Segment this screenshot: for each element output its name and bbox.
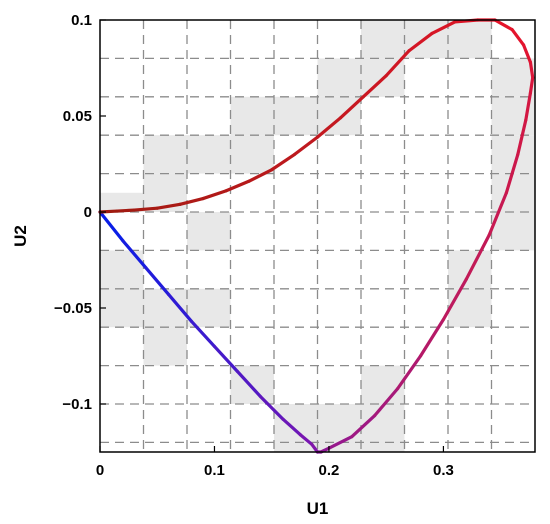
- curve-segment: [361, 74, 388, 99]
- curve-segment: [504, 152, 520, 195]
- curve-segment: [298, 433, 314, 446]
- x-tick-label: 0.2: [319, 462, 340, 479]
- shaded-cell: [317, 96, 361, 136]
- curve-segment: [441, 277, 468, 322]
- curve-segment: [189, 319, 217, 348]
- x-tick-label: 0.3: [433, 462, 454, 479]
- curve-segment: [155, 202, 182, 210]
- curve-segment: [350, 413, 377, 439]
- y-tick-label: −0.1: [62, 396, 92, 413]
- curve-segment: [212, 344, 239, 373]
- curve-segment: [247, 168, 274, 183]
- shaded-cell: [361, 404, 405, 452]
- curve-segment: [464, 233, 491, 281]
- shaded-cell: [317, 58, 361, 97]
- shaded-cell: [448, 20, 492, 59]
- curve-segment: [521, 43, 533, 64]
- shaded-cell: [274, 96, 318, 136]
- curve-segment: [516, 118, 528, 156]
- shaded-cell: [448, 288, 492, 328]
- curve-segment: [407, 31, 434, 53]
- shaded-cell: [274, 442, 318, 452]
- shaded-cell: [361, 20, 405, 59]
- x-axis-ticks: 0 0.1 0.2 0.3: [96, 446, 454, 479]
- shaded-cell: [187, 212, 231, 251]
- curve-segment: [373, 387, 400, 418]
- curve-segment: [293, 135, 320, 156]
- x-tick-label: 0.1: [204, 462, 225, 479]
- curve-segment: [98, 210, 125, 243]
- shaded-cell: [361, 365, 405, 404]
- curve-segment: [121, 239, 148, 270]
- curve-segment: [224, 179, 251, 193]
- y-tick-label: −0.05: [54, 300, 92, 317]
- x-tick-label: 0: [96, 462, 104, 479]
- curve-segment: [327, 435, 354, 450]
- y-tick-label: 0: [84, 204, 92, 221]
- curve-segment: [132, 206, 159, 212]
- y-tick-label: 0.1: [71, 12, 92, 29]
- shaded-cell: [187, 288, 231, 328]
- shaded-cell: [143, 327, 187, 366]
- curve-segment: [430, 20, 457, 36]
- x-axis-label: U1: [307, 499, 329, 518]
- curve-segment: [487, 191, 508, 237]
- curve-segment: [510, 28, 526, 47]
- curve-segment: [396, 354, 423, 391]
- curve-segment: [418, 317, 446, 358]
- curve-segment: [338, 95, 365, 120]
- shaded-cell: [274, 404, 318, 443]
- shaded-cell: [491, 173, 535, 212]
- curve-segment: [178, 196, 205, 206]
- curve-segment: [235, 369, 262, 398]
- curve-segment: [270, 152, 297, 172]
- curve-segment: [315, 116, 342, 139]
- curve-segment: [528, 75, 535, 95]
- curve-segment: [528, 60, 535, 80]
- curve-segment: [384, 49, 411, 78]
- grid: [100, 20, 535, 452]
- curve-segment: [524, 91, 533, 122]
- plot-frame: [99, 19, 536, 453]
- curve-segment: [258, 394, 285, 421]
- shaded-cell: [230, 135, 274, 174]
- shaded-cell: [491, 58, 535, 97]
- shaded-cell: [143, 135, 187, 174]
- curve-segment: [115, 208, 136, 213]
- curve-segment: [167, 292, 194, 324]
- curve-segment: [281, 417, 302, 437]
- curve-segment: [493, 18, 514, 32]
- y-axis-label: U2: [11, 225, 30, 247]
- curve-segment: [144, 266, 171, 297]
- shaded-cell: [100, 192, 144, 212]
- shaded-cell: [230, 96, 274, 136]
- y-tick-label: 0.05: [63, 108, 92, 125]
- shaded-cell: [491, 212, 535, 251]
- shaded-cell: [187, 135, 231, 174]
- y-axis-ticks: 0.1 0.05 0 −0.05 −0.1: [54, 12, 106, 413]
- curve-segment: [201, 189, 228, 201]
- shaded-cell: [317, 404, 361, 452]
